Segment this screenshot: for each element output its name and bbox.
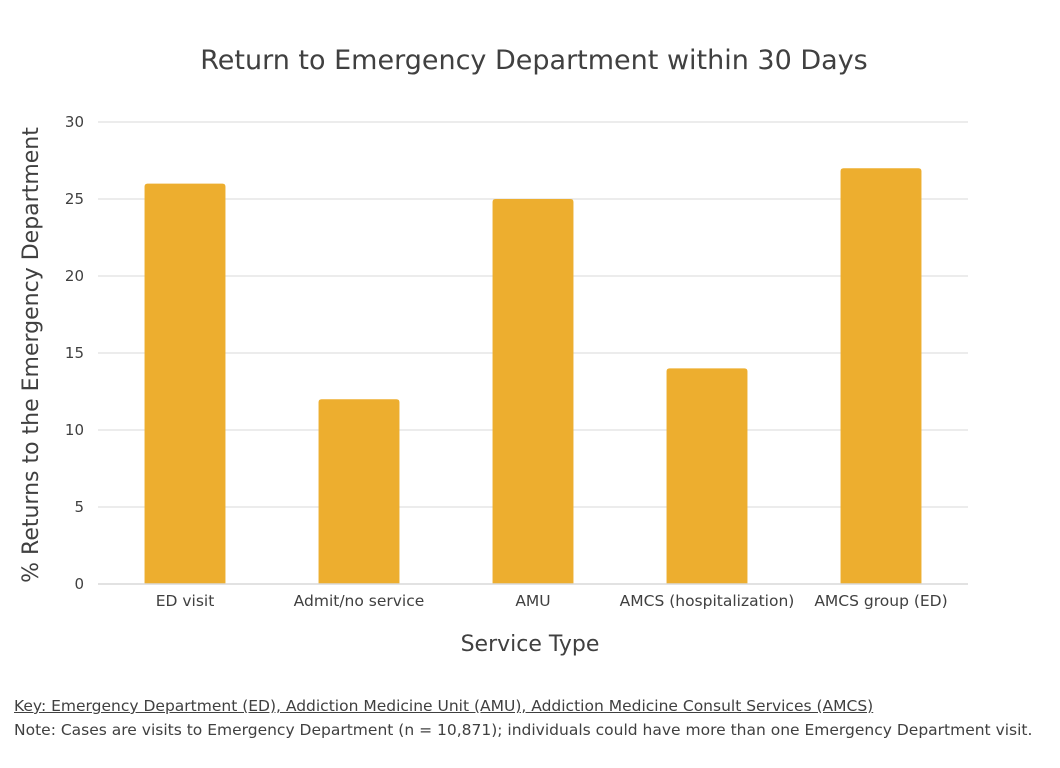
chart-notes: Key: Emergency Department (ED), Addictio… [14,694,1060,742]
bar-chart: Return to Emergency Department within 30… [19,45,968,657]
x-category-label: ED visit [156,592,215,610]
x-category-label: AMCS (hospitalization) [620,592,795,610]
y-tick-label: 0 [74,575,84,593]
key-text: Key: Emergency Department (ED), Addictio… [14,697,874,715]
bar-4 [840,168,922,584]
y-axis-ticks: 0 5 10 15 20 25 30 [65,113,84,593]
x-axis-title: Service Type [461,632,600,657]
note-text: Note: Cases are visits to Emergency Depa… [14,721,1033,739]
bars [144,168,922,584]
x-category-label: Admit/no service [294,592,425,610]
x-category-label: AMU [515,592,550,610]
y-tick-label: 30 [65,113,84,131]
bar-3 [666,368,748,584]
bar-2 [492,199,574,584]
chart-title: Return to Emergency Department within 30… [200,45,868,76]
bar-0 [144,183,226,584]
x-category-label: AMCS group (ED) [814,592,947,610]
y-tick-label: 15 [65,344,84,362]
y-tick-label: 25 [65,190,84,208]
x-axis-categories: ED visit Admit/no service AMU AMCS (hospita… [156,592,948,610]
y-axis-title: % Returns to the Emergency Department [19,127,44,583]
y-tick-label: 20 [65,267,84,285]
y-tick-label: 10 [65,421,84,439]
bar-1 [318,399,400,584]
y-tick-label: 5 [74,498,84,516]
